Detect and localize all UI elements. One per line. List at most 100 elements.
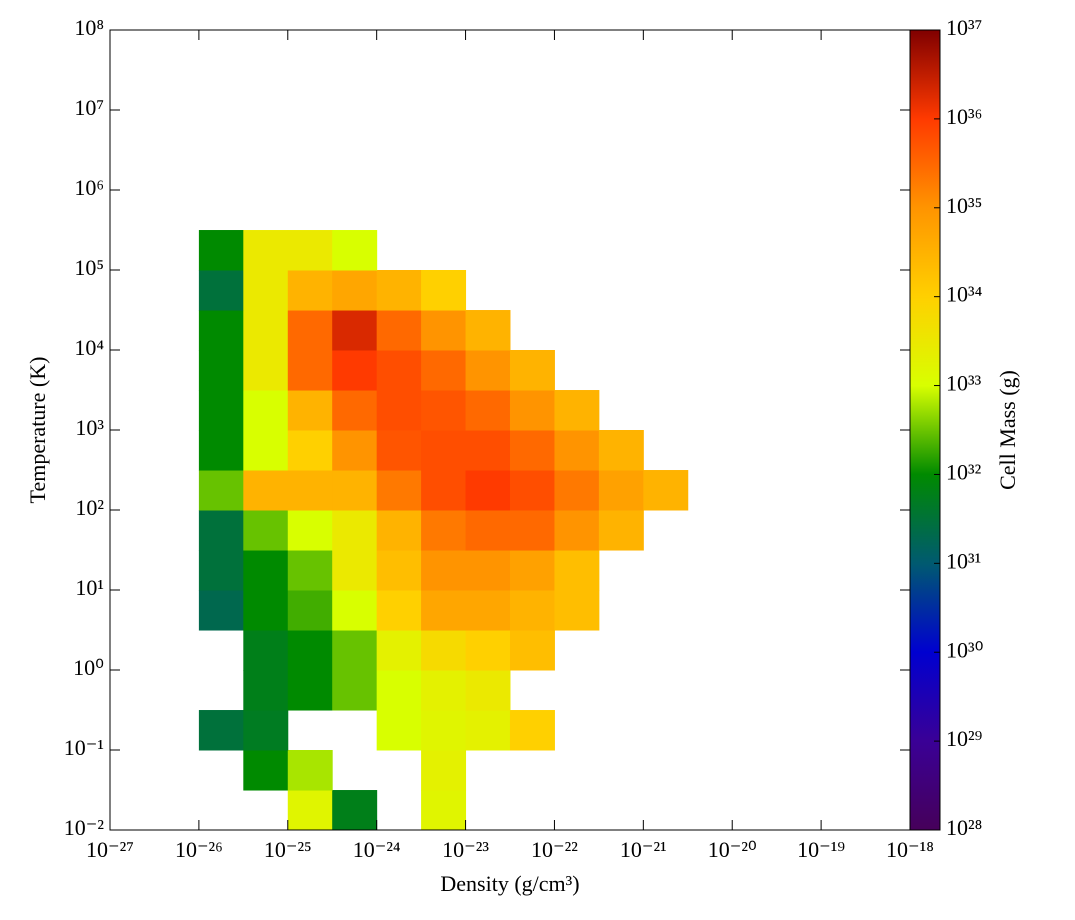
cell [243,430,289,471]
cell [376,550,422,591]
cell [198,390,244,431]
cell [243,270,289,311]
cell [376,470,422,511]
cell [287,590,333,631]
cell [421,430,467,471]
cell [332,430,378,471]
cell [509,430,555,471]
cell [332,390,378,431]
cell [287,270,333,311]
cell [554,390,600,431]
cell [198,350,244,391]
cell [287,230,333,271]
colorbar-tick-label: 10³⁵ [946,193,982,218]
x-axis-label: Density (g/cm³) [440,871,579,896]
cell [287,550,333,591]
y-tick-label: 10³ [75,415,104,440]
cell [332,550,378,591]
cell [509,350,555,391]
cell [376,590,422,631]
cell [198,470,244,511]
cell [509,630,555,671]
y-tick-label: 10² [75,495,104,520]
cell [376,310,422,351]
cell [332,590,378,631]
cell [243,630,289,671]
cell [465,670,511,711]
y-tick-label: 10¹ [75,575,104,600]
cell [421,630,467,671]
cell [198,510,244,551]
cell [421,350,467,391]
cell [287,510,333,551]
x-tick-label: 10⁻²⁵ [264,837,312,862]
cell [332,350,378,391]
cell [465,510,511,551]
colorbar-tick-label: 10³² [946,459,982,484]
cell [554,590,600,631]
cell [243,750,289,791]
cell [243,550,289,591]
cell [554,550,600,591]
cell [287,670,333,711]
cell [287,390,333,431]
cell [287,790,333,831]
colorbar-tick-label: 10³⁶ [946,104,982,129]
cell [509,550,555,591]
y-tick-label: 10⁴ [74,335,104,360]
cell [332,790,378,831]
colorbar-tick-label: 10³⁴ [946,282,983,307]
cell [198,230,244,271]
cell [421,710,467,751]
cell [598,470,644,511]
cell [465,630,511,671]
cell [287,350,333,391]
cell [421,670,467,711]
x-tick-label: 10⁻²¹ [620,837,667,862]
y-tick-label: 10⁰ [73,655,104,680]
cell [376,710,422,751]
cell [509,510,555,551]
x-tick-label: 10⁻¹⁹ [797,837,845,862]
colorbar-tick-label: 10³³ [946,371,982,396]
cell [554,430,600,471]
cell [243,230,289,271]
x-tick-label: 10⁻²³ [442,837,489,862]
cell [421,750,467,791]
cell [243,390,289,431]
cell [598,510,644,551]
cell [287,750,333,791]
cell [376,390,422,431]
cell [198,310,244,351]
cell [198,270,244,311]
cell [421,590,467,631]
cell [243,590,289,631]
cell [332,270,378,311]
cell [465,470,511,511]
cell [509,590,555,631]
colorbar-tick-label: 10³⁷ [946,15,982,40]
cell [509,470,555,511]
cell [376,670,422,711]
cell [465,350,511,391]
cell [243,710,289,751]
cell [243,350,289,391]
cell [243,470,289,511]
cell [287,470,333,511]
heatmap [198,230,689,831]
cell [554,470,600,511]
cell [376,350,422,391]
cell [465,550,511,591]
cell [465,310,511,351]
x-tick-label: 10⁻²⁴ [353,837,401,862]
cell [332,230,378,271]
cell [198,550,244,591]
cell [421,510,467,551]
cell [554,510,600,551]
x-tick-label: 10⁻²⁶ [175,837,223,862]
x-tick-label: 10⁻²² [531,837,578,862]
colorbar [909,29,941,831]
y-tick-label: 10⁸ [74,15,104,40]
cell [421,790,467,831]
cell [421,390,467,431]
